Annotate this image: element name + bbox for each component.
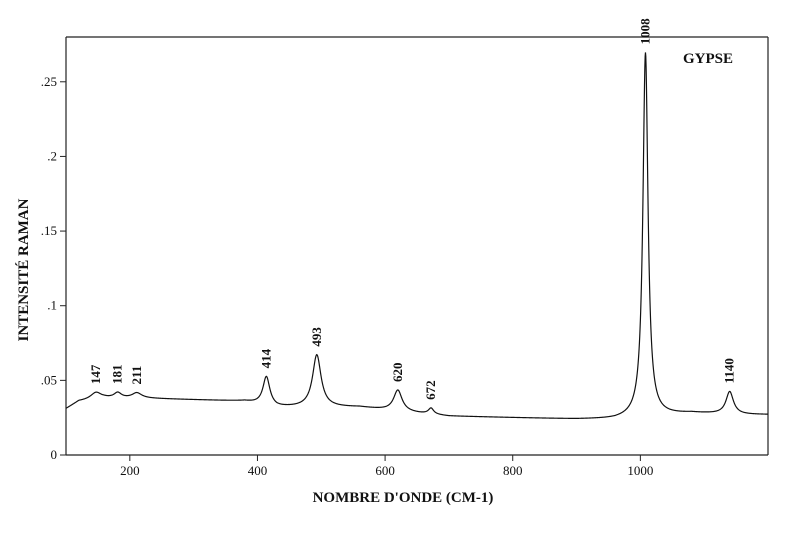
x-axis-ticks: 200 400 600 800 1000	[120, 455, 653, 478]
x-tick-label: 1000	[627, 463, 653, 478]
y-tick-label: .25	[41, 74, 57, 89]
peak-label: 1008	[637, 18, 652, 45]
y-tick-label: .15	[41, 223, 57, 238]
peak-label: 1140	[722, 358, 737, 383]
y-axis-title: INTENSITÉ RAMAN	[15, 198, 32, 341]
peak-label: 147	[88, 364, 103, 384]
peak-label: 414	[258, 348, 273, 368]
x-tick-label: 400	[248, 463, 268, 478]
y-tick-label: 0	[51, 447, 58, 462]
peak-label: 620	[390, 362, 405, 382]
chart-title: GYPSE	[683, 51, 733, 67]
x-tick-label: 600	[375, 463, 395, 478]
y-tick-label: .05	[41, 372, 57, 387]
y-tick-label: .1	[47, 298, 57, 313]
peak-label: 493	[309, 327, 324, 347]
peak-label: 672	[423, 380, 438, 400]
peak-label: 181	[110, 365, 125, 385]
raman-spectrum-line	[65, 52, 769, 419]
x-tick-label: 800	[503, 463, 523, 478]
peak-label: 211	[129, 366, 144, 385]
y-axis-ticks: 0 .05 .1 .15 .2 .25	[41, 74, 66, 462]
x-tick-label: 200	[120, 463, 140, 478]
x-axis-title: NOMBRE D'ONDE (CM-1)	[313, 490, 494, 506]
peak-labels: 147 181 211 414 493 620 672 1008 1140	[88, 18, 737, 400]
y-tick-label: .2	[47, 148, 57, 163]
